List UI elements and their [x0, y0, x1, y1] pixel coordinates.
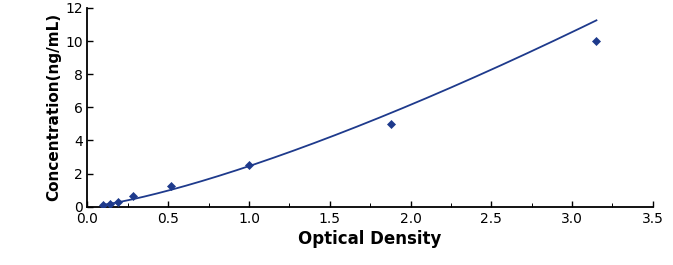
X-axis label: Optical Density: Optical Density: [298, 230, 442, 248]
Y-axis label: Concentration(ng/mL): Concentration(ng/mL): [46, 13, 61, 201]
